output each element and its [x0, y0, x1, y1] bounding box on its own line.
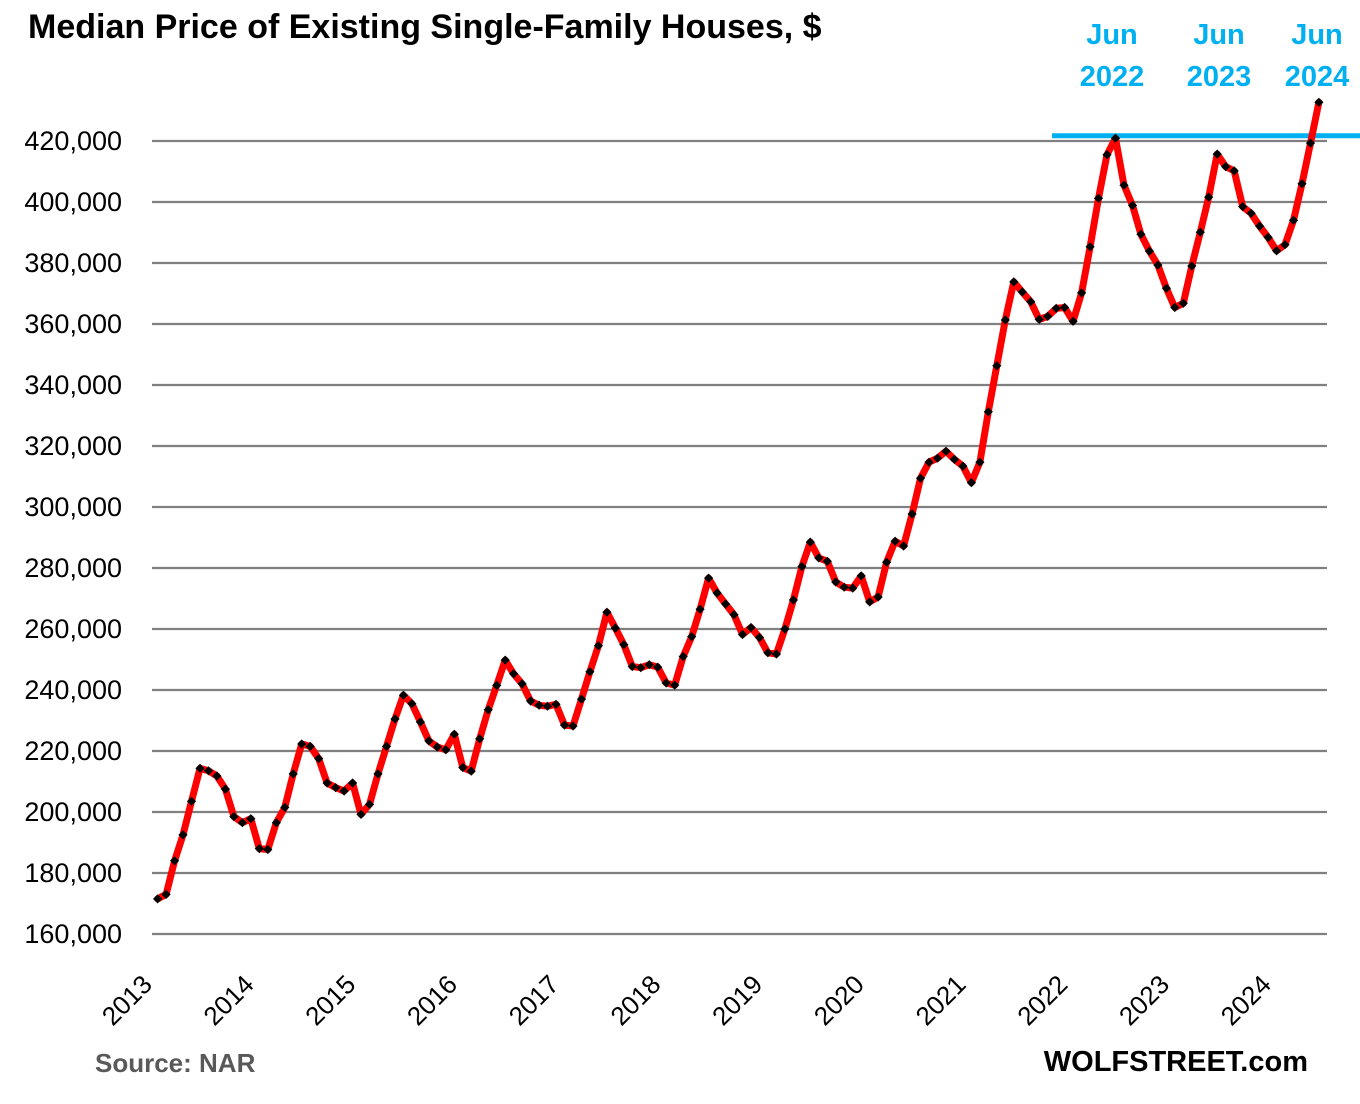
annotation-jun-2024-month: Jun: [1291, 19, 1343, 51]
price-line: [154, 98, 1323, 903]
y-tick-label: 300,000: [24, 492, 122, 522]
y-tick-label: 280,000: [24, 553, 122, 583]
x-tick-label: 2022: [1011, 969, 1073, 1031]
x-tick-label: 2020: [808, 969, 870, 1031]
x-tick-label: 2024: [1215, 969, 1277, 1031]
annotation-jun-2023: Jun 2023: [1187, 14, 1252, 98]
y-tick-label: 180,000: [24, 858, 122, 888]
x-tick-label: 2016: [401, 969, 463, 1031]
annotation-jun-2024: Jun 2024: [1285, 14, 1350, 98]
x-tick-label: 2014: [197, 969, 259, 1031]
y-tick-label: 240,000: [24, 675, 122, 705]
x-tick-label: 2013: [96, 969, 158, 1031]
y-tick-label: 380,000: [24, 248, 122, 278]
x-tick-label: 2023: [1113, 969, 1175, 1031]
y-tick-label: 260,000: [24, 614, 122, 644]
y-tick-label: 220,000: [24, 736, 122, 766]
y-tick-label: 360,000: [24, 309, 122, 339]
y-tick-label: 320,000: [24, 431, 122, 461]
y-tick-label: 340,000: [24, 370, 122, 400]
monthly-data-markers: [153, 97, 1324, 904]
annotation-jun-2023-month: Jun: [1193, 19, 1245, 51]
x-tick-label: 2019: [706, 969, 768, 1031]
x-axis-labels: 2013 2014 2015 2016 2017 2018 2019 2020 2021 2022…: [96, 969, 1277, 1031]
annotation-jun-2022: Jun 2022: [1080, 14, 1145, 98]
x-tick-label: 2017: [503, 969, 565, 1031]
chart-title: Median Price of Existing Single-Family H…: [28, 8, 822, 46]
annotation-jun-2023-year: 2023: [1186, 61, 1252, 94]
annotation-jun-2022-month: Jun: [1086, 19, 1138, 51]
wolfstreet-brand: WOLFSTREET.com: [1043, 1046, 1308, 1078]
annotation-jun-2024-year: 2024: [1284, 61, 1350, 94]
x-tick-label: 2021: [910, 969, 972, 1031]
annotation-jun-2022-year: 2022: [1079, 61, 1145, 94]
x-tick-label: 2015: [299, 969, 361, 1031]
y-axis-labels: 160,000 180,000 200,000 220,000 240,000 260,0…: [24, 126, 122, 949]
y-tick-label: 160,000: [24, 919, 122, 949]
y-tick-label: 420,000: [24, 126, 122, 156]
y-tick-label: 200,000: [24, 797, 122, 827]
y-tick-label: 400,000: [24, 187, 122, 217]
x-tick-label: 2018: [604, 969, 666, 1031]
source-note: Source: NAR: [95, 1048, 256, 1078]
